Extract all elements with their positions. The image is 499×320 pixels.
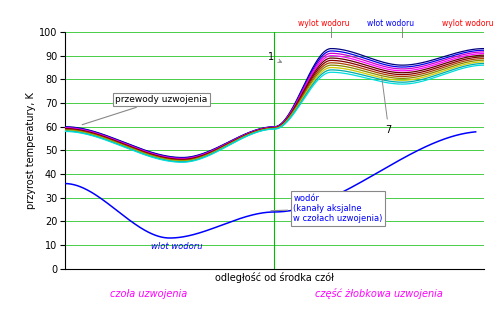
Text: przewody uzwojenia: przewody uzwojenia xyxy=(82,95,208,125)
Text: 1: 1 xyxy=(268,52,281,62)
Text: część żłobkowa uzwojenia: część żłobkowa uzwojenia xyxy=(315,288,443,299)
X-axis label: odległość od środka czół: odległość od środka czół xyxy=(215,272,334,283)
Text: wodór
(kanały aksjalne
w czołach uzwojenia): wodór (kanały aksjalne w czołach uzwojen… xyxy=(271,194,383,223)
Text: wylot wodoru: wylot wodoru xyxy=(442,19,494,28)
Text: czoła uzwojenia: czoła uzwojenia xyxy=(110,289,187,299)
Text: włot wodoru: włot wodoru xyxy=(367,19,414,28)
Text: wlot wodoru: wlot wodoru xyxy=(151,242,202,251)
Y-axis label: przyrost temperatury, K: przyrost temperatury, K xyxy=(26,92,36,209)
Text: 7: 7 xyxy=(382,77,392,135)
Text: wylot wodoru: wylot wodoru xyxy=(297,19,349,28)
